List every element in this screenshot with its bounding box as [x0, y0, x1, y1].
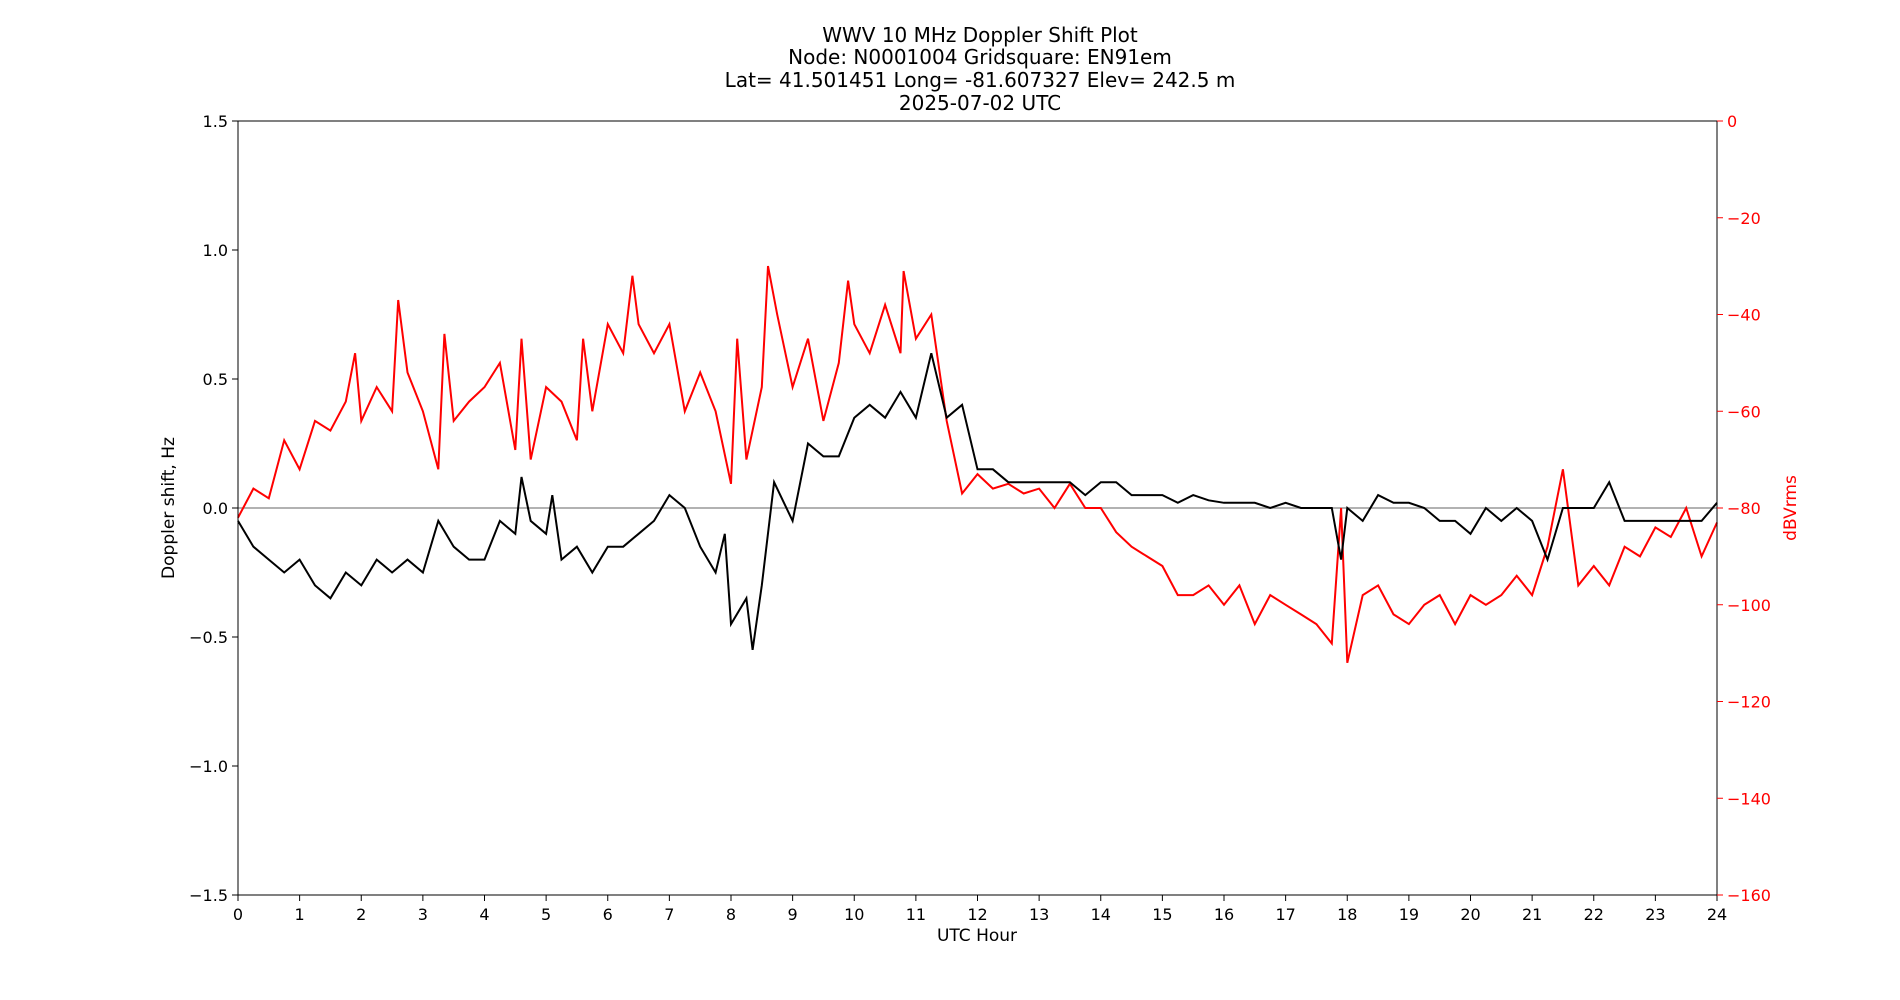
- x-tick-label: 17: [1275, 905, 1295, 924]
- x-tick-label: 24: [1707, 905, 1727, 924]
- left-y-tick-label: 1.0: [203, 241, 228, 260]
- x-tick-label: 10: [844, 905, 864, 924]
- x-tick-label: 3: [418, 905, 428, 924]
- x-tick-label: 12: [967, 905, 987, 924]
- chart-title: WWV 10 MHz Doppler Shift Plot Node: N000…: [725, 23, 1236, 115]
- x-tick-label: 4: [479, 905, 489, 924]
- x-tick-label: 11: [906, 905, 926, 924]
- doppler-series-line: [237, 352, 1718, 651]
- power-series-line: [237, 265, 1718, 664]
- right-y-tick-label: −100: [1727, 596, 1771, 615]
- title-line-4: 2025-07-02 UTC: [899, 91, 1061, 115]
- right-y-tick-label: −80: [1727, 499, 1761, 518]
- left-y-tick-label: 1.5: [203, 112, 228, 131]
- x-tick-label: 20: [1460, 905, 1480, 924]
- x-tick-label: 15: [1152, 905, 1172, 924]
- x-tick-label: 9: [788, 905, 798, 924]
- title-line-3: Lat= 41.501451 Long= -81.607327 Elev= 24…: [725, 68, 1236, 92]
- right-y-tick-label: −20: [1727, 209, 1761, 228]
- left-y-tick-label: 0.0: [203, 499, 228, 518]
- title-line-1: WWV 10 MHz Doppler Shift Plot: [822, 23, 1138, 47]
- right-y-tick-label: 0: [1727, 112, 1737, 131]
- left-y-tick-label: −1.0: [189, 757, 228, 776]
- x-axis-ticks: 0 1 2 3 4 5 6 7 8 9 10 11 12 13 14 15 16 17 18 19 20 21 22 23 24: [233, 895, 1727, 924]
- x-tick-label: 18: [1337, 905, 1357, 924]
- x-tick-label: 7: [664, 905, 674, 924]
- x-tick-label: 14: [1091, 905, 1111, 924]
- right-y-tick-label: −160: [1727, 886, 1771, 905]
- title-line-2: Node: N0001004 Gridsquare: EN91em: [788, 45, 1172, 69]
- right-y-tick-label: −60: [1727, 402, 1761, 421]
- x-tick-label: 5: [541, 905, 551, 924]
- x-tick-label: 1: [295, 905, 305, 924]
- left-y-tick-label: −0.5: [189, 628, 228, 647]
- left-y-axis-ticks: −1.5 −1.0 −0.5 0.0 0.5 1.0 1.5: [189, 112, 238, 905]
- x-axis-label: UTC Hour: [937, 926, 1017, 946]
- x-tick-label: 13: [1029, 905, 1049, 924]
- right-y-tick-label: −140: [1727, 789, 1771, 808]
- x-tick-label: 22: [1584, 905, 1604, 924]
- right-y-tick-label: −40: [1727, 306, 1761, 325]
- x-tick-label: 23: [1645, 905, 1665, 924]
- left-y-axis-label: Doppler shift, Hz: [159, 437, 179, 579]
- right-y-axis-label: dBVrms: [1781, 475, 1801, 541]
- right-y-axis-ticks: −160 −140 −120 −100 −80 −60 −40 −20 0: [1717, 112, 1771, 905]
- x-tick-label: 2: [356, 905, 366, 924]
- left-y-tick-label: 0.5: [203, 370, 228, 389]
- x-tick-label: 19: [1399, 905, 1419, 924]
- x-tick-label: 0: [233, 905, 243, 924]
- right-y-tick-label: −120: [1727, 693, 1771, 712]
- x-tick-label: 6: [603, 905, 613, 924]
- x-tick-label: 16: [1214, 905, 1234, 924]
- x-tick-label: 21: [1522, 905, 1542, 924]
- left-y-tick-label: −1.5: [189, 886, 228, 905]
- x-tick-label: 8: [726, 905, 736, 924]
